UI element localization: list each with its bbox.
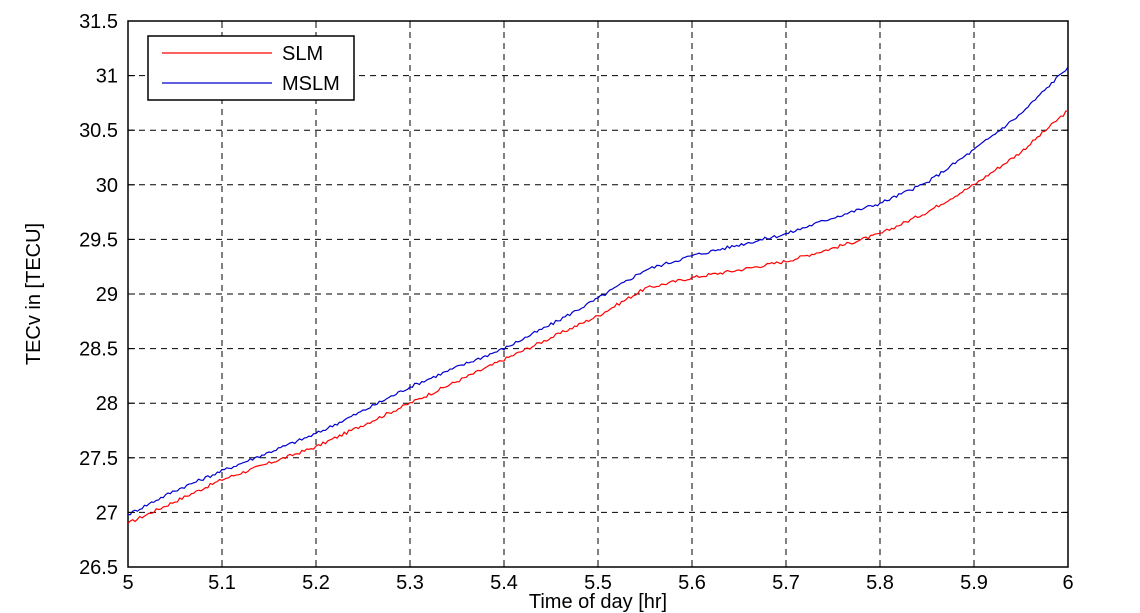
y-tick-label: 27.5 <box>79 448 118 470</box>
x-axis-label: Time of day [hr] <box>529 591 667 613</box>
y-tick-label: 26.5 <box>79 557 118 579</box>
x-tick-label: 5.5 <box>584 572 612 594</box>
y-tick-label: 30 <box>96 175 118 197</box>
legend-box <box>147 35 355 101</box>
x-tick-label: 6 <box>1062 572 1073 594</box>
legend-label-mslm: MSLM <box>282 73 340 95</box>
x-tick-label: 5.4 <box>490 572 518 594</box>
y-tick-label: 29 <box>96 284 118 306</box>
y-axis-label: TECv in [TECU] <box>23 223 45 365</box>
x-tick-label: 5.7 <box>772 572 800 594</box>
y-tick-label: 30.5 <box>79 120 118 142</box>
series-lines <box>127 66 1069 524</box>
grid <box>128 21 1068 567</box>
x-tick-label: 5 <box>122 572 133 594</box>
series-line-mslm <box>127 66 1069 516</box>
x-tick-label: 5.2 <box>302 572 330 594</box>
y-axis-ticks: 26.5 27 27.5 28 28.5 29 29.5 30 30.5 31 31.5 <box>79 11 1068 579</box>
x-tick-label: 5.3 <box>396 572 424 594</box>
y-tick-label: 28.5 <box>79 339 118 361</box>
x-tick-label: 5.6 <box>678 572 706 594</box>
x-axis-ticks: 5 5.1 5.2 5.3 5.4 5.5 5.6 5.7 5.8 5.9 6 <box>122 21 1074 594</box>
legend: SLM MSLM <box>147 35 355 101</box>
x-tick-label: 5.9 <box>960 572 988 594</box>
y-tick-label: 28 <box>96 393 118 415</box>
legend-label-slm: SLM <box>282 43 323 65</box>
x-tick-label: 5.1 <box>208 572 236 594</box>
y-tick-label: 31.5 <box>79 11 118 33</box>
x-tick-label: 5.8 <box>866 572 894 594</box>
series-line-slm <box>127 109 1069 524</box>
y-tick-label: 27 <box>96 502 118 524</box>
y-tick-label: 31 <box>96 66 118 88</box>
y-tick-label: 29.5 <box>79 229 118 251</box>
